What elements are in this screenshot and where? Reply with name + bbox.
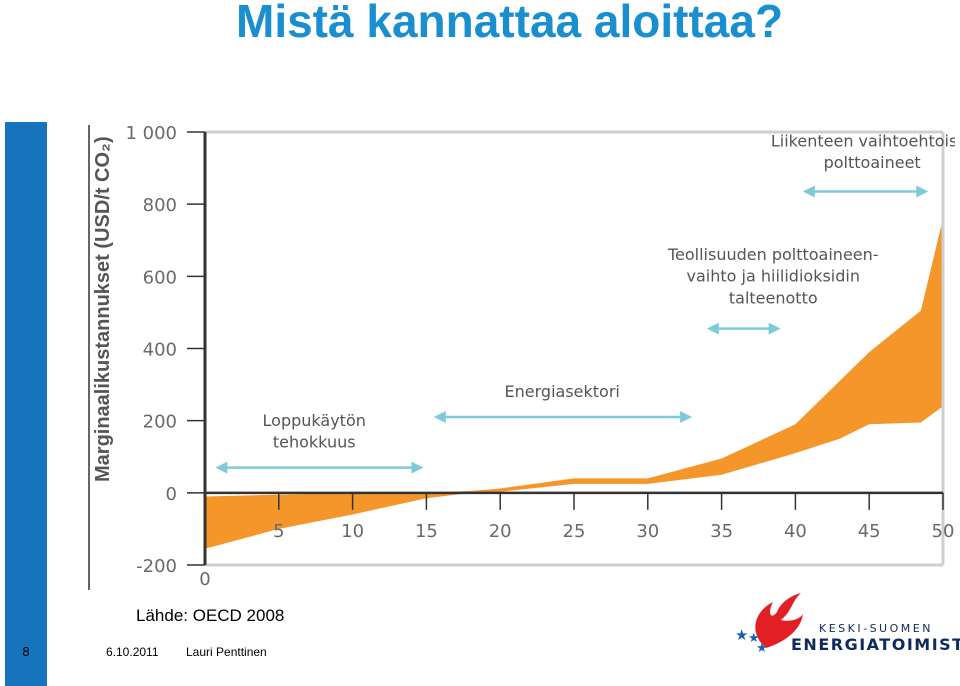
annotation-label: vaihto ja hiilidioksidin (687, 267, 860, 286)
footer-date: 6.10.2011 (106, 645, 159, 659)
y-tick-label: 600 (143, 267, 177, 288)
x-tick-label: 35 (710, 521, 733, 542)
svg-text:★: ★ (735, 626, 748, 644)
annotation-label: polttoaineet (824, 153, 921, 172)
arrow-head-right-icon (411, 461, 424, 474)
arrow-head-right-icon (916, 185, 929, 198)
y-tick-label: 800 (143, 195, 177, 216)
footer-author: Lauri Penttinen (186, 645, 267, 659)
x-tick-label: 5 (273, 521, 284, 542)
x-tick-label: 0 (199, 569, 210, 590)
x-tick-label: 25 (563, 521, 586, 542)
x-tick-label: 20 (489, 521, 512, 542)
arrow-head-left-icon (802, 185, 815, 198)
svg-text:★: ★ (748, 631, 760, 646)
arrow-head-left-icon (706, 322, 719, 335)
annotation-label: Liikenteen vaihtoehtoiset (771, 131, 955, 150)
logo-text-line1: KESKI-SUOMEN (819, 622, 933, 635)
arrow-head-right-icon (768, 322, 781, 335)
annotation-label: Loppukäytön (263, 411, 366, 430)
y-tick-label: 0 (166, 484, 177, 505)
flame-stars-emblem-icon: ★ ★ ★ (735, 593, 803, 656)
cost-curve-chart: -200 0 200 400 600 800 1 000 0 5 10 15 20 25 30 35 40 45… (88, 123, 955, 590)
annotation-label: tehokkuus (273, 433, 356, 452)
logo-text-line2: ENERGIATOIMISTO (791, 635, 960, 654)
y-tick-label: 400 (143, 340, 177, 361)
y-tick-label: -200 (136, 556, 177, 577)
x-tick-label: 30 (636, 521, 659, 542)
x-tick-label: 40 (784, 521, 807, 542)
page-number: 8 (22, 644, 30, 659)
source-note: Lähde: OECD 2008 (136, 606, 285, 625)
y-axis-label: Marginaalikustannukset (USD/t CO₂) (92, 136, 114, 482)
arrow-head-left-icon (215, 461, 228, 474)
annotation-label: Teollisuuden polttoaineen- (667, 245, 879, 264)
arrow-head-left-icon (433, 411, 446, 424)
slide-title: Mistä kannattaa aloittaa? (236, 0, 784, 47)
x-tick-label: 10 (341, 521, 364, 542)
x-tick-label: 15 (415, 521, 438, 542)
y-tick-label: 200 (143, 412, 177, 433)
x-tick-label: 45 (858, 521, 881, 542)
annotation-label: Energiasektori (505, 382, 620, 401)
arrow-head-right-icon (680, 411, 693, 424)
side-accent-bar (5, 122, 47, 686)
annotation-label: talteenotto (729, 288, 818, 307)
y-tick-label: 1 000 (125, 123, 177, 144)
svg-text:★: ★ (756, 641, 768, 656)
organization-logo: ★ ★ ★ KESKI-SUOMEN ENERGIATOIMISTO (733, 590, 960, 660)
x-tick-label: 50 (932, 521, 955, 542)
cost-band-area (205, 218, 943, 549)
